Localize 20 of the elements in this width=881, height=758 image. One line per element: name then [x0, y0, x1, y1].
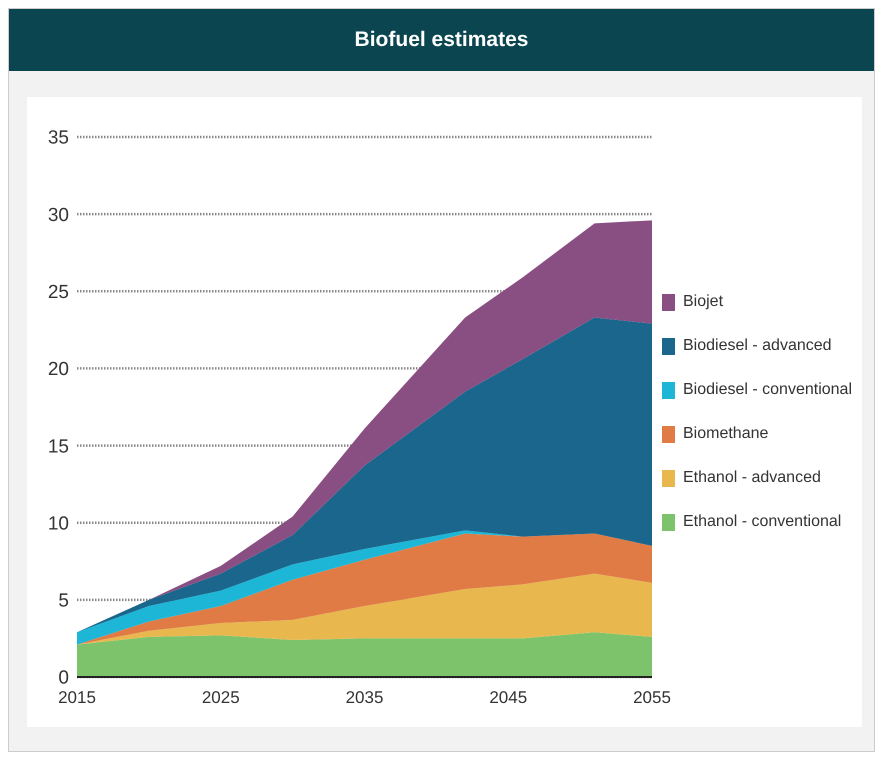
legend-label: Biodiesel - conventional	[683, 381, 852, 399]
legend-label: Ethanol - advanced	[683, 469, 821, 487]
x-tick-label: 2015	[58, 688, 96, 708]
legend-label: Ethanol - conventional	[683, 513, 842, 531]
y-tick-label: 25	[48, 282, 69, 304]
legend-label: Biojet	[683, 293, 724, 311]
y-tick-label: 10	[48, 513, 69, 534]
y-tick-label: 0	[58, 668, 69, 689]
x-tick-label: 2055	[633, 688, 671, 708]
x-tick-label: 2045	[489, 688, 528, 708]
legend-label: Biodiesel - advanced	[683, 337, 832, 355]
y-tick-label: 15	[48, 436, 69, 458]
y-tick-label: 5	[58, 590, 69, 612]
legend-label: Biomethane	[683, 425, 768, 443]
y-tick-label: 35	[48, 128, 69, 149]
y-tick-label: 20	[48, 359, 69, 380]
x-tick-label: 2025	[202, 688, 240, 708]
chart-title: Biofuel estimates	[9, 9, 874, 71]
x-tick-label: 2035	[346, 688, 384, 708]
y-tick-label: 30	[48, 204, 69, 226]
